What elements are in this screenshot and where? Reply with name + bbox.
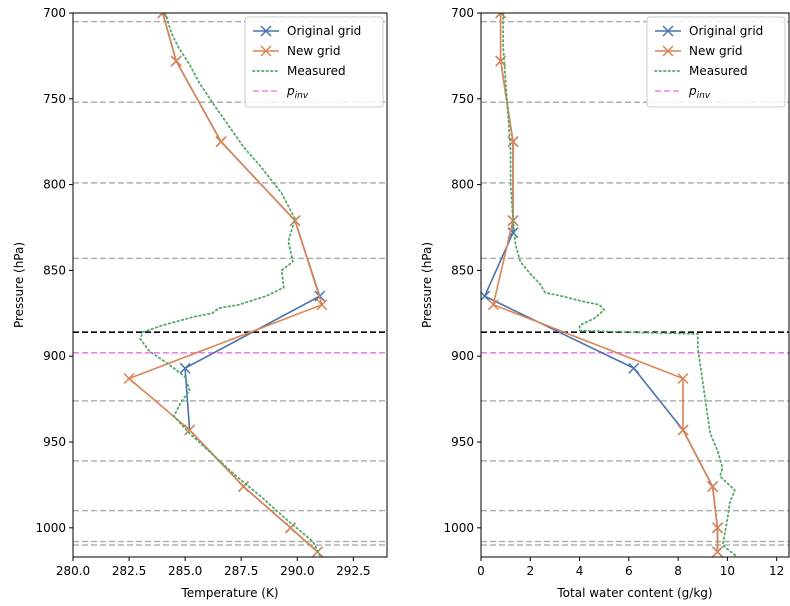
- temperature-panel: 280.0 282.5 285.0 287.5 290.0 292.5 700 750 800 8…: [12, 6, 388, 600]
- y-tick-label: 1000: [443, 521, 474, 535]
- y-tick-label: 900: [43, 349, 66, 363]
- new-grid-point: [495, 13, 507, 19]
- legend-marker-new-grid: [260, 45, 272, 57]
- new-grid-point: [712, 522, 724, 534]
- new-grid-point: [712, 546, 724, 557]
- x-axis-label: Total water content (g/kg): [556, 586, 712, 600]
- y-tick-label: 700: [43, 6, 66, 20]
- legend-label-new-grid: New grid: [689, 44, 743, 58]
- x-tick-label: 0: [477, 564, 485, 578]
- legend: Original grid New grid Measured pinv: [244, 16, 384, 108]
- new-grid-point: [170, 55, 182, 67]
- x-axis-label: Temperature (K): [180, 586, 278, 600]
- x-tick-label: 4: [576, 564, 584, 578]
- legend-label-p-inv: pinv: [688, 84, 711, 101]
- legend-label-original-grid: Original grid: [287, 24, 361, 38]
- x-tick-label: 12: [769, 564, 784, 578]
- new-grid-point: [237, 481, 249, 493]
- original-grid-point: [179, 362, 191, 374]
- y-tick-label: 950: [451, 435, 474, 449]
- axes-frame: [72, 12, 388, 558]
- x-tick-label: 287.5: [224, 564, 258, 578]
- original-grid-point: [628, 362, 640, 374]
- x-tick-label: 290.0: [280, 564, 314, 578]
- measured-series-line: [502, 13, 739, 557]
- x-tick-label: 292.5: [336, 564, 370, 578]
- y-tick-label: 750: [43, 92, 66, 106]
- legend: Original grid New grid Measured pinv: [646, 16, 786, 108]
- new-grid-point: [157, 13, 169, 19]
- x-tick-label: 280.0: [56, 564, 90, 578]
- new-grid-point: [677, 424, 689, 436]
- new-grid-series-line: [492, 13, 719, 552]
- x-tick-label: 10: [720, 564, 735, 578]
- y-tick-label: 750: [451, 92, 474, 106]
- y-tick-label: 800: [43, 178, 66, 192]
- legend-label-p-inv: pinv: [286, 84, 309, 101]
- new-grid-point: [123, 372, 135, 385]
- legend-label-new-grid: New grid: [287, 44, 341, 58]
- legend-marker-original-grid: [260, 25, 272, 37]
- new-grid-point: [677, 372, 689, 385]
- legend-marker-new-grid: [662, 45, 674, 57]
- x-tick-label: 285.0: [168, 564, 202, 578]
- measured-series-line: [139, 13, 321, 557]
- x-tick-label: 2: [526, 564, 534, 578]
- new-grid-point: [285, 522, 297, 534]
- x-tick-label: 282.5: [112, 564, 146, 578]
- new-grid-point: [184, 424, 196, 436]
- new-grid-point: [215, 136, 227, 148]
- legend-marker-original-grid: [662, 25, 674, 37]
- y-tick-label: 700: [451, 6, 474, 20]
- legend-box: [244, 16, 384, 108]
- legend-label-measured: Measured: [689, 64, 748, 78]
- new-grid-point: [707, 481, 719, 493]
- y-tick-label: 950: [43, 435, 66, 449]
- y-tick-label: 900: [451, 349, 474, 363]
- new-grid-series-line: [127, 13, 323, 553]
- new-grid-point: [316, 299, 328, 311]
- x-tick-label: 6: [625, 564, 633, 578]
- new-grid-point: [487, 299, 499, 311]
- y-axis-label: Pressure (hPa): [420, 242, 434, 328]
- y-tick-label: 1000: [35, 521, 66, 535]
- new-grid-point: [289, 215, 301, 227]
- y-axis-label: Pressure (hPa): [12, 242, 26, 328]
- x-tick-label: 8: [674, 564, 682, 578]
- legend-label-measured: Measured: [287, 64, 346, 78]
- axes-frame: [480, 12, 790, 558]
- legend-label-original-grid: Original grid: [689, 24, 763, 38]
- y-tick-label: 800: [451, 178, 474, 192]
- y-tick-label: 850: [43, 263, 66, 277]
- y-tick-label: 850: [451, 263, 474, 277]
- water-content-panel: 0 2 4 6 8 10 12 700 750 800 850 900 950 1000 Total wat…: [420, 6, 790, 600]
- legend-box: [646, 16, 786, 108]
